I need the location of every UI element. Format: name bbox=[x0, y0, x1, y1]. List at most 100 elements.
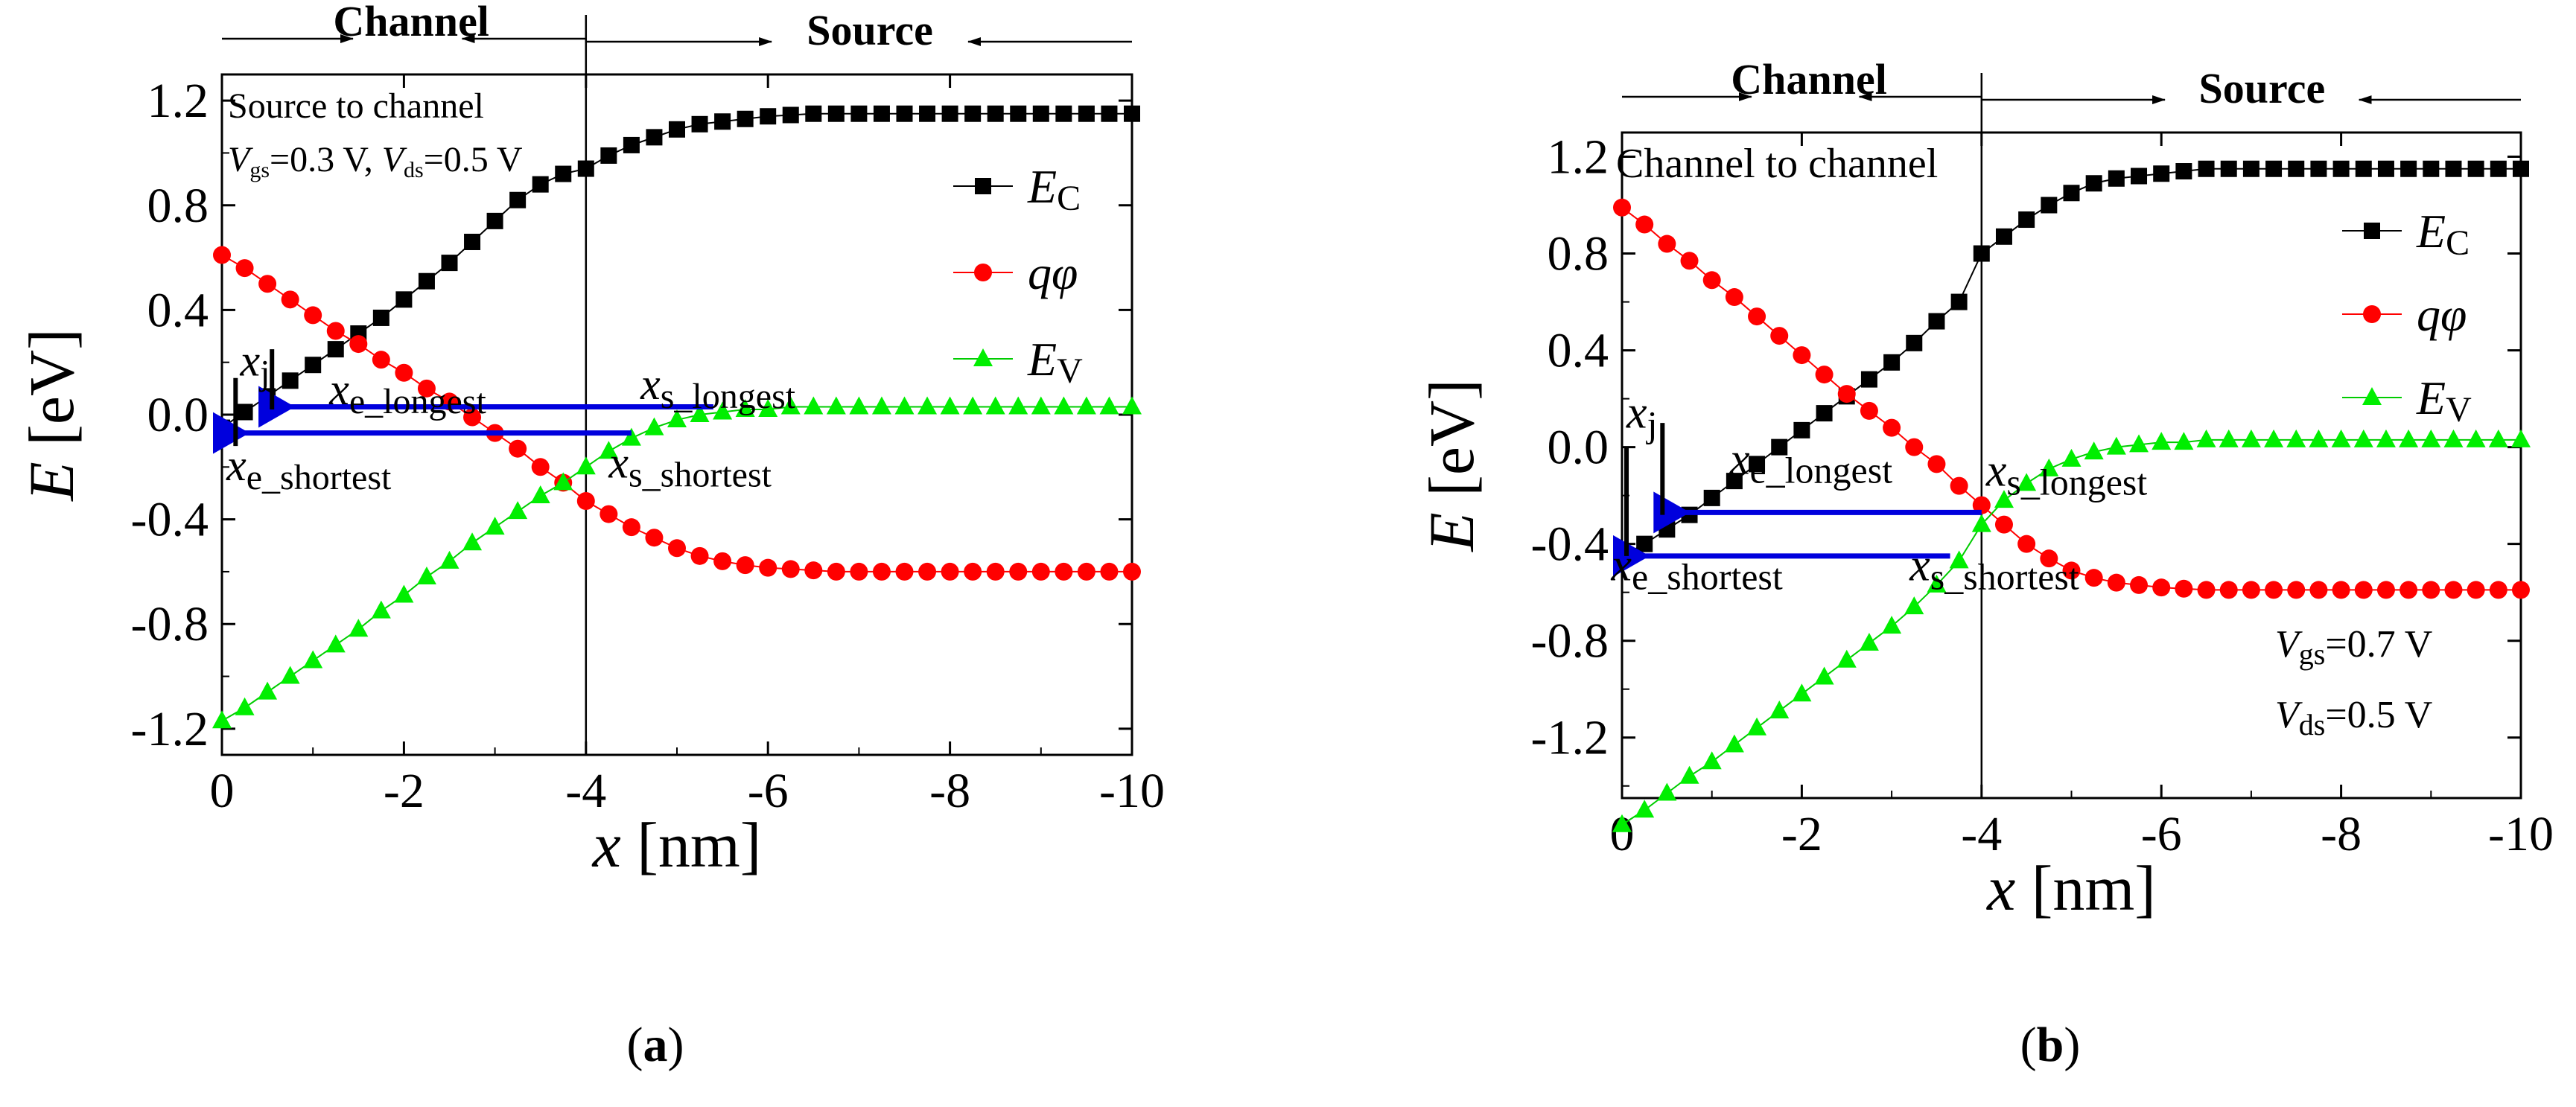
point-Ec bbox=[1032, 105, 1049, 122]
point-Ec bbox=[1860, 371, 1877, 388]
y-tick-label: 0.0 bbox=[147, 388, 209, 442]
condition-vgs: Vgs=0.7 V bbox=[2275, 623, 2432, 671]
point-Ec bbox=[372, 309, 389, 326]
point-Ev bbox=[2376, 429, 2396, 447]
point-Ev bbox=[1031, 396, 1051, 415]
point-Ev bbox=[1747, 717, 1767, 736]
point-Ev bbox=[1122, 396, 1142, 415]
point-qphi bbox=[713, 552, 732, 570]
point-qphi bbox=[2309, 581, 2328, 599]
point-qphi bbox=[2489, 581, 2507, 599]
point-Ev bbox=[235, 697, 255, 715]
point-Ec bbox=[555, 165, 572, 182]
point-qphi bbox=[258, 275, 277, 293]
point-Ec bbox=[1010, 105, 1027, 122]
point-qphi bbox=[1994, 515, 2013, 534]
region-label-source: Source bbox=[807, 6, 933, 54]
point-qphi bbox=[2062, 561, 2081, 580]
panel-a: 0 -2 -4 -6 -8 -10 1.2 0.8 0.4 0.0 -0.4 -0.8 -1.2 x [n… bbox=[16, 0, 1165, 881]
point-Ev bbox=[2039, 458, 2059, 476]
point-qphi bbox=[600, 505, 618, 523]
point-Ec bbox=[2310, 160, 2327, 177]
point-Ev bbox=[2129, 434, 2149, 453]
point-Ec bbox=[2175, 163, 2192, 180]
point-qphi bbox=[304, 306, 322, 325]
point-Ec bbox=[509, 191, 527, 208]
point-qphi bbox=[372, 351, 390, 369]
region-label-channel: Channel bbox=[333, 0, 489, 45]
point-Ec bbox=[1078, 105, 1095, 122]
point-qphi bbox=[1927, 455, 1946, 473]
point-qphi bbox=[1680, 252, 1699, 270]
point-qphi bbox=[622, 518, 640, 537]
point-Ec bbox=[919, 105, 936, 122]
point-Ec bbox=[577, 160, 594, 177]
annotation-xs-shortest: xs_shortest bbox=[608, 438, 772, 494]
y-tick-label: 0.4 bbox=[1548, 324, 1609, 378]
x-tick-label: -4 bbox=[565, 764, 606, 818]
point-Ec bbox=[214, 419, 230, 436]
point-Ev bbox=[303, 650, 323, 669]
point-Ev bbox=[2061, 448, 2082, 467]
point-Ec bbox=[418, 272, 435, 290]
point-Ev bbox=[2152, 432, 2172, 450]
point-qphi bbox=[2242, 581, 2260, 599]
point-Ev bbox=[1994, 490, 2014, 508]
point-Ec bbox=[669, 121, 685, 138]
point-Ev bbox=[2511, 429, 2531, 447]
point-qphi bbox=[463, 408, 482, 427]
point-Ec bbox=[941, 105, 958, 122]
point-Ev bbox=[644, 417, 664, 436]
y-tick-label: 0.4 bbox=[147, 283, 209, 337]
point-Ev bbox=[1882, 616, 1902, 634]
point-Ev bbox=[1927, 574, 1947, 593]
x-tick-label: -2 bbox=[384, 764, 424, 818]
point-Ec bbox=[2423, 160, 2440, 177]
point-Ec bbox=[714, 113, 731, 130]
point-Ev bbox=[2084, 441, 2104, 460]
point-qphi bbox=[941, 562, 959, 581]
point-qphi bbox=[827, 562, 845, 581]
point-Ec bbox=[1124, 105, 1140, 122]
point-qphi bbox=[349, 335, 368, 354]
x-axis-label: x [nm] bbox=[1985, 852, 2156, 924]
point-Ev bbox=[667, 409, 687, 428]
point-Ev bbox=[1657, 782, 1677, 801]
x-tick-label: -10 bbox=[1099, 764, 1165, 818]
point-Ec bbox=[2018, 211, 2035, 229]
annotation-xs-longest: xs_longest bbox=[640, 360, 796, 416]
legend-marker-circle bbox=[974, 264, 992, 281]
point-Ev bbox=[462, 532, 483, 551]
point-Ev bbox=[2443, 429, 2464, 447]
x-tick-label: 0 bbox=[210, 764, 235, 818]
point-Ev bbox=[1904, 596, 1924, 615]
x-tick-label: -10 bbox=[2488, 807, 2554, 861]
point-Ec bbox=[2265, 160, 2283, 177]
point-Ec bbox=[896, 105, 913, 122]
point-qphi bbox=[417, 379, 436, 398]
y-tick-label: -0.4 bbox=[1531, 517, 1609, 572]
point-Ev bbox=[2466, 429, 2486, 447]
point-qphi bbox=[2287, 581, 2306, 599]
point-Ec bbox=[873, 105, 890, 122]
legend-marker-square bbox=[2364, 223, 2380, 239]
point-qphi bbox=[2107, 573, 2125, 592]
point-qphi bbox=[964, 562, 982, 581]
point-Ec bbox=[2288, 160, 2305, 177]
legend-marker-triangle bbox=[2362, 387, 2382, 405]
point-Ev bbox=[1769, 700, 1790, 718]
point-Ec bbox=[1816, 405, 1833, 422]
annotation-xe-longest: xe_longest bbox=[328, 365, 486, 421]
point-qphi bbox=[2467, 581, 2485, 599]
point-Ev bbox=[2241, 429, 2261, 447]
y-tick-label: -0.8 bbox=[131, 597, 209, 651]
point-Ec bbox=[691, 115, 708, 133]
point-Ev bbox=[2106, 436, 2126, 455]
y-tick-label: 0.0 bbox=[1548, 421, 1609, 475]
y-tick-label: -0.4 bbox=[131, 493, 209, 547]
point-Ec bbox=[1771, 438, 1788, 456]
point-qphi bbox=[2400, 581, 2418, 599]
point-qphi bbox=[2175, 579, 2193, 598]
point-Ev bbox=[1949, 550, 1969, 569]
point-qphi bbox=[1860, 401, 1878, 420]
